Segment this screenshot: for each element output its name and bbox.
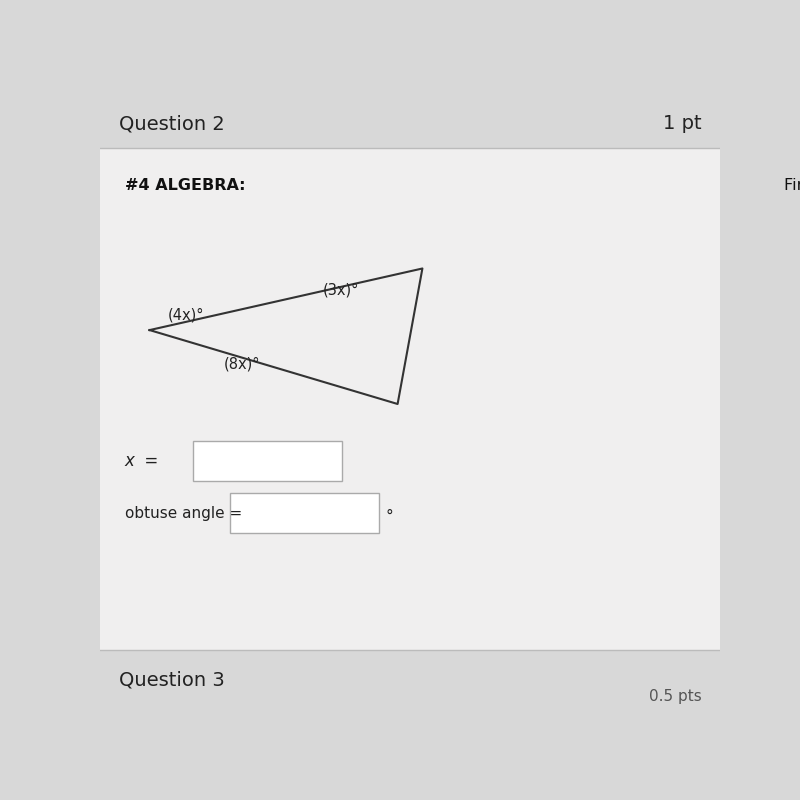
FancyBboxPatch shape — [100, 148, 720, 650]
FancyBboxPatch shape — [100, 650, 720, 712]
Text: (4x)°: (4x)° — [168, 307, 205, 322]
Text: °: ° — [386, 509, 393, 524]
Text: #4 ALGEBRA:: #4 ALGEBRA: — [125, 178, 251, 193]
Text: Question 2: Question 2 — [118, 114, 224, 134]
Text: x  =: x = — [125, 452, 159, 470]
Text: obtuse angle =: obtuse angle = — [125, 506, 242, 521]
FancyBboxPatch shape — [193, 441, 342, 481]
FancyBboxPatch shape — [100, 96, 720, 148]
Text: (8x)°: (8x)° — [224, 357, 261, 371]
Text: 1 pt: 1 pt — [662, 114, 702, 134]
Text: Find the value of: Find the value of — [784, 178, 800, 193]
Text: 0.5 pts: 0.5 pts — [649, 689, 702, 704]
Text: (3x)°: (3x)° — [323, 282, 359, 298]
Text: Question 3: Question 3 — [118, 670, 224, 690]
FancyBboxPatch shape — [230, 494, 379, 534]
